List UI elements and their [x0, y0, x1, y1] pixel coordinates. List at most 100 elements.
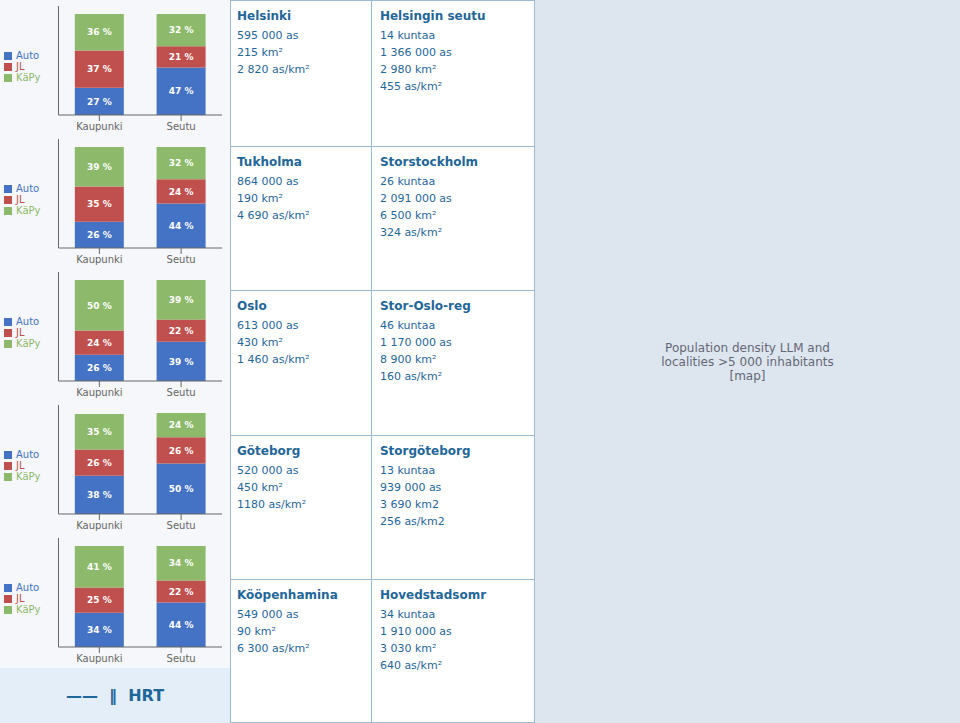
html-text:Auto: Auto — [16, 183, 40, 194]
svg-text:Seutu: Seutu — [167, 653, 196, 664]
html-text:1 460 as/km²: 1 460 as/km² — [237, 353, 310, 367]
html-text:Helsinki: Helsinki — [237, 9, 292, 23]
svg-text:Seutu: Seutu — [167, 387, 196, 398]
svg-text:Kaupunki: Kaupunki — [76, 121, 122, 132]
html-text:2 980 km²: 2 980 km² — [379, 63, 437, 76]
html-text:Auto: Auto — [16, 449, 40, 460]
html-text:Population density LLM and loc: Population density LLM and localities >5… — [661, 340, 834, 383]
html-text:JL: JL — [16, 61, 25, 72]
html-text:Hovedstadsomr: Hovedstadsomr — [379, 588, 487, 603]
svg-text:39 %: 39 % — [169, 295, 194, 305]
html-text:Auto: Auto — [16, 582, 40, 593]
svg-text:35 %: 35 % — [87, 199, 112, 209]
svg-text:41 %: 41 % — [87, 562, 112, 572]
svg-text:Kaupunki: Kaupunki — [76, 520, 122, 531]
html-text:90 km²: 90 km² — [237, 625, 276, 639]
html-text:Storstockholm: Storstockholm — [379, 154, 479, 169]
svg-text:44 %: 44 % — [169, 620, 194, 630]
svg-text:Seutu: Seutu — [167, 520, 196, 531]
html-text:160 as/km²: 160 as/km² — [379, 370, 443, 384]
html-text:Helsingin seutu: Helsingin seutu — [379, 9, 486, 23]
html-text:26 kuntaa: 26 kuntaa — [379, 174, 436, 188]
html-text:864 000 as: 864 000 as — [237, 174, 299, 188]
svg-text:24 %: 24 % — [169, 187, 194, 197]
html-text:455 as/km²: 455 as/km² — [379, 80, 443, 93]
svg-text:27 %: 27 % — [87, 97, 112, 107]
svg-text:32 %: 32 % — [169, 158, 194, 168]
html-text:46 kuntaa: 46 kuntaa — [379, 319, 436, 333]
html-text:Auto: Auto — [16, 50, 40, 61]
html-text:4 690 as/km²: 4 690 as/km² — [237, 208, 310, 222]
svg-text:39 %: 39 % — [169, 357, 194, 367]
html-text:256 as/km2: 256 as/km2 — [379, 514, 445, 528]
svg-text:44 %: 44 % — [169, 221, 194, 231]
svg-text:22 %: 22 % — [169, 587, 194, 597]
html-text:—— ‖ HRT: —— ‖ HRT — [65, 686, 165, 705]
html-text:613 000 as: 613 000 as — [237, 319, 299, 333]
svg-text:24 %: 24 % — [169, 420, 194, 430]
svg-text:24 %: 24 % — [87, 338, 112, 348]
svg-text:32 %: 32 % — [169, 25, 194, 35]
svg-text:39 %: 39 % — [87, 162, 112, 172]
html-text:1180 as/km²: 1180 as/km² — [237, 497, 307, 511]
html-text:Auto: Auto — [16, 316, 40, 327]
html-text:324 as/km²: 324 as/km² — [379, 225, 443, 239]
html-text:3 030 km²: 3 030 km² — [379, 642, 437, 656]
html-text:KäPy: KäPy — [16, 205, 41, 216]
html-text:JL: JL — [16, 194, 25, 205]
svg-text:38 %: 38 % — [87, 490, 112, 500]
html-text:KäPy: KäPy — [16, 471, 41, 482]
html-text:2 820 as/km²: 2 820 as/km² — [237, 63, 310, 76]
html-text:6 300 as/km²: 6 300 as/km² — [237, 642, 310, 656]
html-text:8 900 km²: 8 900 km² — [379, 353, 437, 367]
svg-text:26 %: 26 % — [87, 458, 112, 468]
html-text:595 000 as: 595 000 as — [237, 29, 299, 42]
svg-text:Seutu: Seutu — [167, 254, 196, 265]
html-text:939 000 as: 939 000 as — [379, 480, 442, 494]
svg-text:50 %: 50 % — [87, 301, 112, 311]
svg-text:34 %: 34 % — [169, 558, 194, 568]
html-text:Tukholma: Tukholma — [237, 154, 302, 169]
html-text:KäPy: KäPy — [16, 338, 41, 349]
svg-text:22 %: 22 % — [169, 326, 194, 336]
html-text:KäPy: KäPy — [16, 604, 41, 615]
svg-text:36 %: 36 % — [87, 27, 112, 37]
svg-text:35 %: 35 % — [87, 427, 112, 437]
html-text:JL: JL — [16, 327, 25, 338]
html-text:640 as/km²: 640 as/km² — [379, 659, 443, 673]
html-text:450 km²: 450 km² — [237, 480, 283, 494]
svg-text:Kaupunki: Kaupunki — [76, 387, 122, 398]
svg-text:37 %: 37 % — [87, 64, 112, 74]
svg-text:34 %: 34 % — [87, 625, 112, 635]
html-text:Göteborg: Göteborg — [237, 443, 301, 458]
html-text:215 km²: 215 km² — [237, 46, 283, 59]
html-text:190 km²: 190 km² — [237, 191, 283, 205]
html-text:14 kuntaa: 14 kuntaa — [379, 29, 436, 42]
svg-text:26 %: 26 % — [87, 363, 112, 373]
html-text:520 000 as: 520 000 as — [237, 463, 299, 477]
html-text:Storgöteborg: Storgöteborg — [379, 443, 471, 458]
svg-text:26 %: 26 % — [169, 446, 194, 456]
svg-text:50 %: 50 % — [169, 484, 194, 494]
html-text:Kööpenhamina: Kööpenhamina — [237, 588, 338, 603]
html-text:3 690 km2: 3 690 km2 — [379, 497, 439, 511]
html-text:549 000 as: 549 000 as — [237, 608, 299, 622]
html-text:2 091 000 as: 2 091 000 as — [379, 191, 452, 205]
html-text:1 910 000 as: 1 910 000 as — [379, 625, 452, 639]
html-text:34 kuntaa: 34 kuntaa — [379, 608, 436, 622]
html-text:13 kuntaa: 13 kuntaa — [379, 463, 436, 477]
html-text:6 500 km²: 6 500 km² — [379, 208, 437, 222]
html-text:1 170 000 as: 1 170 000 as — [379, 336, 452, 350]
svg-text:Seutu: Seutu — [167, 121, 196, 132]
svg-text:26 %: 26 % — [87, 230, 112, 240]
html-text:Oslo: Oslo — [237, 299, 267, 314]
svg-text:Kaupunki: Kaupunki — [76, 254, 122, 265]
svg-text:21 %: 21 % — [169, 52, 194, 62]
svg-text:Kaupunki: Kaupunki — [76, 653, 122, 664]
html-text:430 km²: 430 km² — [237, 336, 283, 350]
svg-text:47 %: 47 % — [169, 86, 194, 96]
html-text:Stor-Oslo-reg: Stor-Oslo-reg — [379, 299, 471, 314]
html-text:1 366 000 as: 1 366 000 as — [379, 46, 452, 59]
svg-text:25 %: 25 % — [87, 595, 112, 605]
html-text:KäPy: KäPy — [16, 72, 41, 83]
